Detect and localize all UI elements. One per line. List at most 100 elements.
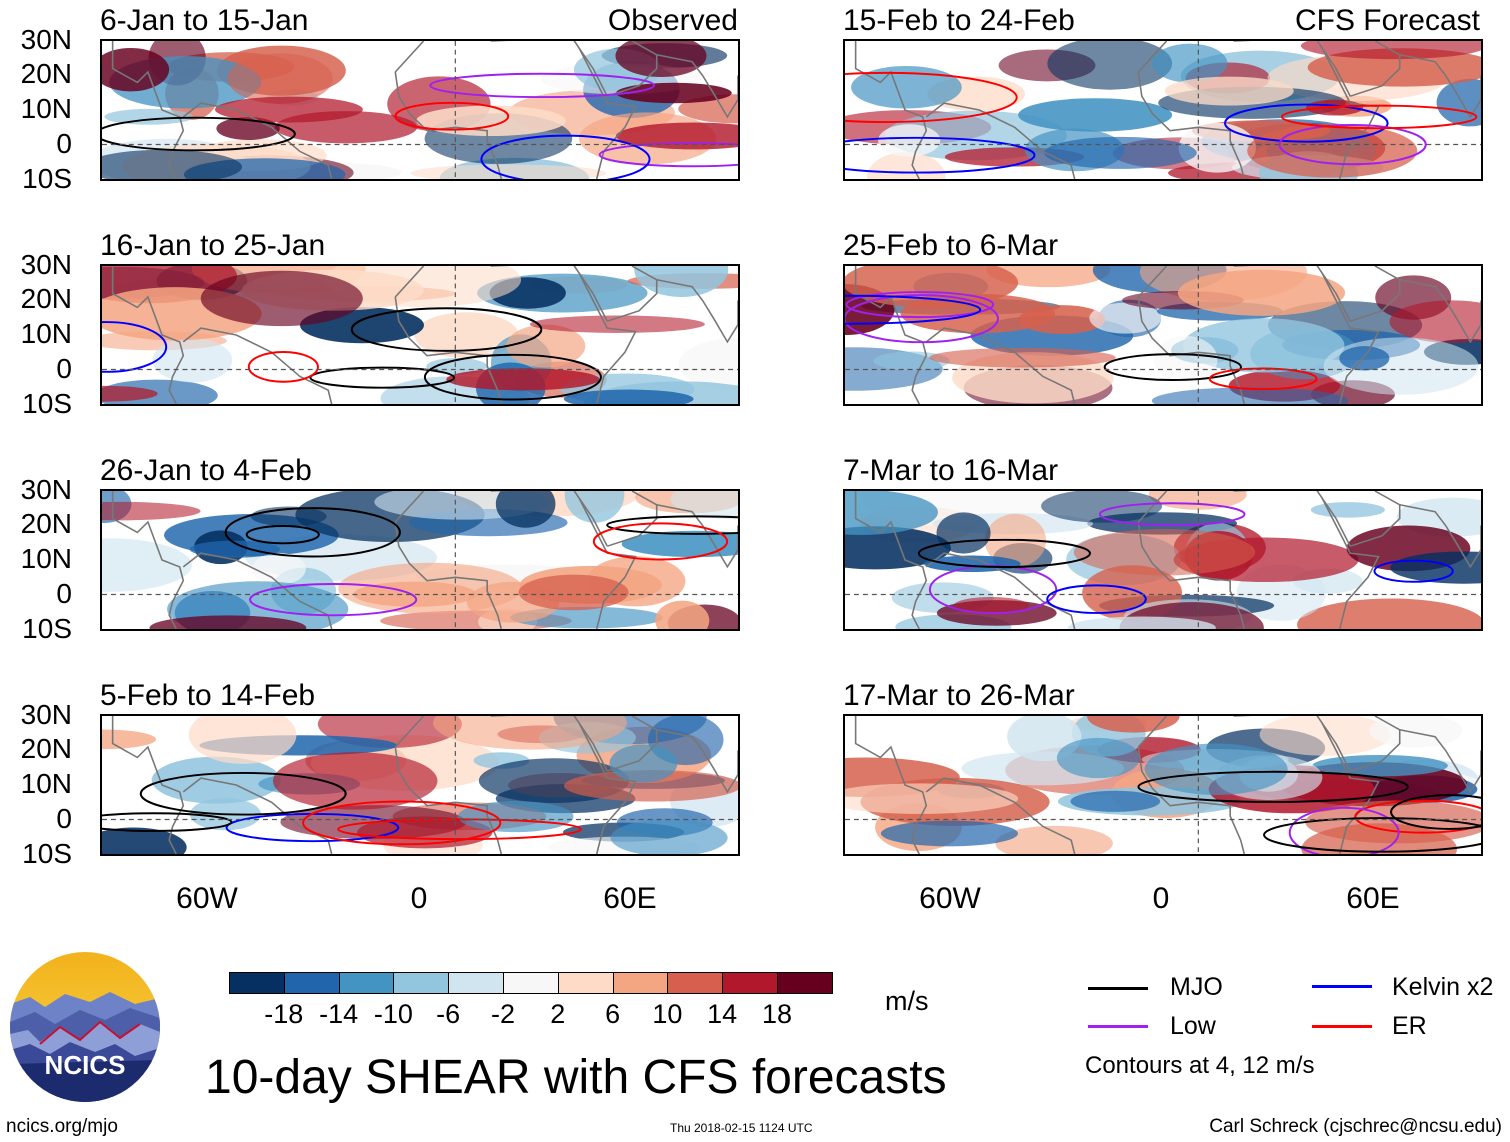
- colorbar-label: 14: [707, 999, 738, 1029]
- wave-contour: [1098, 502, 1246, 527]
- wave-contour: [1278, 123, 1427, 166]
- map-panel-2: [100, 264, 740, 406]
- wave-contour: [249, 583, 418, 617]
- shear-anomaly-patch: [416, 105, 566, 137]
- shear-anomaly-patch: [324, 266, 522, 308]
- shear-anomaly-patch: [446, 368, 600, 391]
- coastline: [606, 41, 658, 97]
- shear-anomaly-patch: [609, 744, 678, 783]
- shear-anomaly-patch: [1436, 78, 1481, 127]
- colorbar-label: 6: [605, 999, 621, 1029]
- shear-map-4: [102, 716, 738, 854]
- coastline: [656, 54, 738, 119]
- wave-contour: [1208, 367, 1318, 391]
- shear-anomaly-patch: [1018, 98, 1173, 132]
- coastline: [656, 279, 738, 344]
- shear-anomaly-patch: [200, 270, 363, 327]
- colorbar-swatch: [667, 972, 724, 994]
- wave-contour: [1373, 559, 1454, 583]
- shear-anomaly-patch: [616, 82, 732, 104]
- panel-title-8: 17-Mar to 26-Mar: [843, 679, 1075, 712]
- coastline: [854, 41, 928, 179]
- shear-anomaly-patch: [457, 801, 574, 833]
- figure-title: 10-day SHEAR with CFS forecasts: [205, 1051, 947, 1104]
- shear-map-3: [102, 491, 738, 629]
- shear-anomaly-patch: [845, 783, 1019, 814]
- shear-anomaly-patch: [878, 124, 941, 157]
- lat-label: 20N: [20, 508, 72, 539]
- coastline: [606, 491, 658, 547]
- panel-title-1: 6-Jan to 15-Jan: [100, 4, 309, 37]
- map-panel-5: [843, 39, 1483, 181]
- shear-anomaly-patch: [929, 347, 1116, 368]
- shear-anomaly-patch: [152, 338, 233, 383]
- coastline: [1137, 716, 1168, 748]
- coastline: [854, 716, 928, 854]
- shear-map-2: [102, 266, 738, 404]
- panel-tag-observed: Observed: [607, 4, 738, 37]
- shear-map-1: [102, 41, 738, 179]
- shear-anomaly-patch: [563, 389, 694, 404]
- coastline: [1349, 41, 1401, 97]
- panel-tag-cfs-forecast: CFS Forecast: [1294, 4, 1480, 37]
- lon-label-60w-right: 60W: [919, 882, 981, 915]
- lat-label: 30N: [20, 699, 72, 730]
- coastline: [394, 521, 503, 629]
- coastline: [1399, 729, 1481, 794]
- lat-label: 10N: [20, 543, 72, 574]
- shear-anomaly-patch: [102, 729, 157, 750]
- shear-anomaly-patch: [1310, 502, 1385, 518]
- shear-anomaly-patch: [621, 530, 738, 558]
- lat-label: 10N: [20, 768, 72, 799]
- coastline: [1321, 497, 1351, 547]
- shear-anomaly-patch: [506, 324, 586, 368]
- lat-label: 20N: [20, 733, 72, 764]
- wave-contour: [1280, 104, 1478, 130]
- shear-anomaly-patch: [1307, 48, 1481, 87]
- panel-title-4: 5-Feb to 14-Feb: [100, 679, 316, 712]
- shear-anomaly-patch: [1047, 41, 1173, 90]
- wave-contour: [302, 800, 502, 846]
- shear-anomaly-patch: [1068, 616, 1216, 629]
- colorbar-swatch: [722, 972, 778, 994]
- wave-contour: [1354, 799, 1481, 834]
- coastline: [1399, 54, 1481, 119]
- coastline: [1233, 716, 1380, 854]
- shear-anomaly-patch: [610, 819, 728, 854]
- legend-line-kelvin: [1312, 985, 1372, 988]
- colorbar-label: 2: [550, 999, 566, 1029]
- wave-contour: [845, 294, 982, 325]
- shear-anomaly-patch: [1178, 122, 1256, 173]
- lon-label-0-left: 0: [410, 882, 428, 915]
- coastline: [490, 41, 637, 179]
- coastline: [394, 266, 425, 298]
- wave-contour: [1288, 806, 1400, 854]
- lat-label: 0: [56, 353, 72, 384]
- lat-label: 10S: [22, 838, 72, 869]
- shear-anomaly-patch: [678, 337, 738, 391]
- coastline: [578, 272, 608, 322]
- shear-anomaly-patch: [1389, 300, 1481, 343]
- legend-label-kelvin: Kelvin x2: [1392, 973, 1494, 1001]
- footer-url: ncics.org/mjo: [6, 1116, 118, 1137]
- wave-contour: [917, 538, 1091, 568]
- shear-anomaly-patch: [529, 315, 705, 333]
- colorbar-swatch: [338, 972, 395, 994]
- lon-label-60e-right: 60E: [1346, 882, 1400, 915]
- coastline: [1137, 41, 1168, 73]
- map-panel-3: [100, 489, 740, 631]
- coastline: [394, 296, 503, 404]
- lat-label: 10S: [22, 163, 72, 194]
- legend-label-low: Low: [1170, 1012, 1216, 1040]
- shear-anomaly-patch: [272, 752, 438, 810]
- shear-anomaly-patch: [102, 385, 158, 402]
- coastline: [1137, 266, 1168, 298]
- shear-anomaly-patch: [1073, 528, 1256, 576]
- shear-anomaly-patch: [102, 538, 192, 592]
- shear-anomaly-patch: [1087, 716, 1180, 733]
- colorbar-swatch: [229, 972, 285, 994]
- wave-contour: [845, 294, 1000, 344]
- colorbar-swatch: [557, 972, 614, 994]
- shear-map-7: [845, 491, 1481, 629]
- legend-label-mjo: MJO: [1170, 973, 1223, 1001]
